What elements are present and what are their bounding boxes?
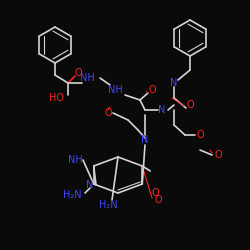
Text: N: N: [158, 105, 166, 115]
Text: N: N: [170, 78, 178, 88]
Text: O: O: [74, 68, 82, 78]
Text: O: O: [151, 188, 159, 198]
Text: NH: NH: [80, 73, 94, 83]
Text: H₂N: H₂N: [63, 190, 81, 200]
Text: O: O: [196, 130, 204, 140]
Text: NH: NH: [68, 155, 82, 165]
Text: O: O: [154, 195, 162, 205]
Text: N: N: [141, 135, 149, 145]
Text: O: O: [148, 85, 156, 95]
Text: H₂N: H₂N: [99, 200, 117, 210]
Text: O: O: [214, 150, 222, 160]
Text: HO: HO: [49, 93, 64, 103]
Text: O: O: [186, 100, 194, 110]
Text: NH: NH: [108, 85, 122, 95]
Text: N: N: [86, 180, 94, 190]
Text: O: O: [104, 108, 112, 118]
